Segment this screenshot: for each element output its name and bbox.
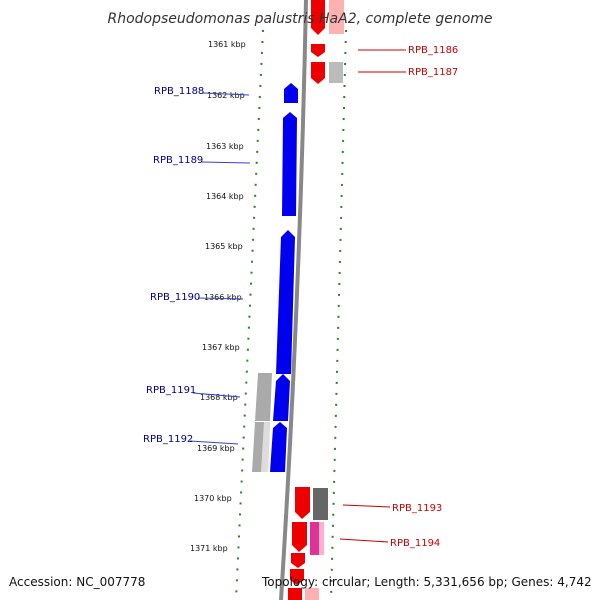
- reverse-gene-labels: RPB_1186 RPB_1187 RPB_1193 RPB_1194: [339, 45, 458, 549]
- tick-label-1368: 1368 kbp: [200, 393, 238, 402]
- gene-label-rpb-1190[interactable]: RPB_1190: [150, 292, 200, 303]
- gene-arrow-rpb-1193: [295, 487, 310, 519]
- reverse-genes: [288, 0, 344, 600]
- gene-label-rpb-1191[interactable]: RPB_1191: [146, 385, 196, 396]
- kbp-ticks: 1361 kbp 1362 kbp 1363 kbp 1364 kbp 1365…: [190, 40, 246, 553]
- gene-label-rpb-1186[interactable]: RPB_1186: [408, 45, 458, 56]
- gene-bottom-pink: [305, 588, 319, 600]
- gene-label-rpb-1187[interactable]: RPB_1187: [408, 67, 458, 78]
- forward-gene-labels: RPB_1188 RPB_1189 RPB_1190 RPB_1191 RPB_…: [143, 86, 251, 445]
- tick-label-1361: 1361 kbp: [208, 40, 246, 49]
- gene-label-rpb-1194[interactable]: RPB_1194: [390, 538, 440, 549]
- gene-pink-1194: [319, 522, 324, 555]
- left-dot-track: [235, 29, 264, 600]
- leader-rpb-1189: [200, 161, 251, 164]
- gene-label-rpb-1192[interactable]: RPB_1192: [143, 434, 193, 445]
- tick-label-1363: 1363 kbp: [206, 142, 244, 151]
- gene-pseudo-1187: [329, 62, 343, 83]
- gene-arrow-rpb-1188: [284, 83, 298, 103]
- gene-arrow-rpb-1192: [270, 422, 287, 472]
- gene-arrow-rpb-1187: [311, 62, 325, 84]
- leader-rpb-1191: [192, 392, 241, 398]
- tick-label-1362: 1362 kbp: [207, 91, 245, 100]
- gene-pseudo-1192-light: [261, 422, 270, 472]
- gene-dark-1193: [313, 488, 328, 520]
- gene-arrow-rpb-1189: [282, 112, 297, 216]
- gene-arrow-bottom-1: [291, 553, 305, 568]
- gene-arrow-top-partial: [311, 0, 325, 35]
- gene-pseudo-1191: [255, 373, 272, 421]
- tick-label-1370: 1370 kbp: [194, 494, 232, 503]
- tick-label-1364: 1364 kbp: [206, 192, 244, 201]
- forward-genes: [252, 83, 298, 472]
- leader-rpb-1190: [197, 297, 244, 300]
- gene-arrow-rpb-1194: [292, 522, 307, 552]
- gene-arrow-rpb-1186: [311, 44, 325, 57]
- accession-label: Accession: NC_007778: [9, 575, 146, 589]
- gene-arrow-rpb-1190: [276, 230, 295, 374]
- gene-bottom-partial: [288, 588, 302, 600]
- tick-label-1366: 1366 kbp: [204, 293, 242, 302]
- leader-rpb-1188: [202, 92, 250, 96]
- tick-label-1369: 1369 kbp: [197, 444, 235, 453]
- genome-backbone: [279, 0, 308, 600]
- gene-label-rpb-1193[interactable]: RPB_1193: [392, 503, 442, 514]
- leader-rpb-1194: [339, 538, 389, 543]
- gene-arrow-bottom-2: [290, 569, 304, 585]
- right-dot-track: [330, 29, 347, 600]
- tick-label-1367: 1367 kbp: [202, 343, 240, 352]
- gene-label-rpb-1189[interactable]: RPB_1189: [153, 155, 203, 166]
- leader-rpb-1193: [342, 504, 391, 508]
- gene-partial-pink: [329, 0, 344, 34]
- topology-label: Topology: circular; Length: 5,331,656 bp…: [262, 575, 592, 589]
- leader-rpb-1192: [189, 440, 239, 445]
- tick-label-1371: 1371 kbp: [190, 544, 228, 553]
- gene-arrow-rpb-1191: [273, 374, 290, 421]
- map-title: Rhodopseudomonas palustris HaA2, complet…: [107, 11, 492, 27]
- tick-label-1365: 1365 kbp: [205, 242, 243, 251]
- gene-label-rpb-1188[interactable]: RPB_1188: [154, 86, 204, 97]
